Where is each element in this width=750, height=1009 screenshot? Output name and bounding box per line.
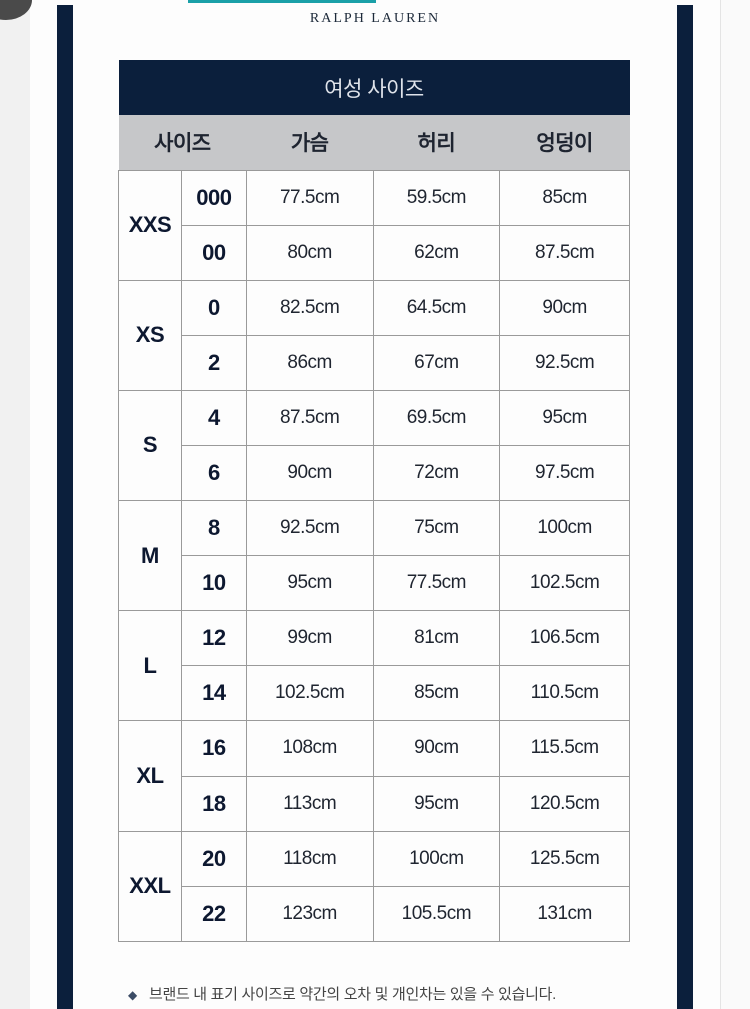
waist-cell: 62cm [372,224,501,281]
chest-cell: 108cm [245,720,374,777]
table-row: 00 80cm 62cm 87.5cm [119,224,630,281]
size-note: ◆ 브랜드 내 표기 사이즈로 약간의 오차 및 개인차는 있을 수 있습니다. [128,983,556,1004]
hip-cell: 92.5cm [499,334,630,391]
size-cell: 18 [180,775,247,832]
right-margin [720,0,750,1009]
waist-cell: 64.5cm [372,279,501,336]
waist-cell: 67cm [372,334,501,391]
chest-cell: 95cm [245,555,374,612]
table-row: 18 113cm 95cm 120.5cm [119,775,630,832]
chest-cell: 113cm [245,775,374,832]
chest-cell: 118cm [245,830,374,887]
size-group-label: XL [118,720,182,832]
waist-cell: 72cm [372,444,501,502]
waist-cell: 95cm [372,775,501,832]
hip-cell: 120.5cm [499,775,630,832]
waist-cell: 85cm [372,665,501,722]
size-cell: 000 [180,169,247,226]
chest-cell: 92.5cm [245,500,374,557]
chest-cell: 87.5cm [245,389,374,446]
size-cell: 0 [180,279,247,336]
waist-cell: 59.5cm [372,169,501,226]
hip-cell: 90cm [499,279,630,336]
table-row: XXS 000 77.5cm 59.5cm 85cm [118,169,630,281]
chest-cell: 90cm [245,444,374,502]
size-chart-table: 여성 사이즈 사이즈 가슴 허리 엉덩이 XXS 000 77.5cm 59.5cm 8… [118,60,630,942]
table-row: M 8 92.5cm 75cm 100cm [118,500,630,612]
brand-logo: RALPH LAUREN [309,11,441,26]
table-row: 22 123cm 105.5cm 131cm [119,885,630,942]
waist-cell: 75cm [372,500,501,557]
waist-cell: 77.5cm [372,555,501,612]
right-navy-border [677,5,693,1009]
hip-cell: 87.5cm [499,224,630,281]
size-cell: 10 [180,555,247,612]
size-cell: 12 [180,610,247,667]
table-row: XL 16 108cm 90cm 115.5cm [118,720,630,832]
hip-cell: 97.5cm [499,444,630,502]
size-group-label: XXL [118,830,182,942]
diamond-bullet-icon: ◆ [128,988,137,1002]
waist-cell: 90cm [372,720,501,777]
hip-cell: 85cm [499,169,630,226]
waist-cell: 69.5cm [372,389,501,446]
chest-cell: 86cm [245,334,374,391]
hip-cell: 95cm [499,389,630,446]
size-cell: 6 [180,444,247,502]
chest-cell: 99cm [245,610,374,667]
progress-indicator [188,0,376,3]
size-cell: 8 [180,500,247,557]
header-chest: 가슴 [246,115,373,171]
note-text: 브랜드 내 표기 사이즈로 약간의 오차 및 개인차는 있을 수 있습니다. [148,986,556,1003]
size-cell: 4 [180,389,247,446]
size-group-label: L [118,610,182,722]
left-navy-border [57,5,73,1009]
hip-cell: 115.5cm [499,720,630,777]
table-row: 14 102.5cm 85cm 110.5cm [119,665,630,722]
hip-cell: 100cm [499,500,630,557]
hip-cell: 131cm [499,885,630,942]
chest-cell: 77.5cm [245,169,374,226]
hip-cell: 125.5cm [499,830,630,887]
waist-cell: 81cm [372,610,501,667]
hip-cell: 106.5cm [499,610,630,667]
chest-cell: 123cm [245,885,374,942]
size-cell: 20 [180,830,247,887]
table-title: 여성 사이즈 [118,60,630,115]
chest-cell: 102.5cm [245,665,374,722]
size-group-label: S [118,389,182,502]
header-size: 사이즈 [118,115,247,171]
size-cell: 2 [180,334,247,391]
table-row: XS 0 82.5cm 64.5cm 90cm [118,279,630,391]
table-row: 6 90cm 72cm 97.5cm [119,444,630,502]
size-group-label: M [118,500,182,612]
table-row: 2 86cm 67cm 92.5cm [119,334,630,391]
hip-cell: 102.5cm [499,555,630,612]
size-cell: 00 [180,224,247,281]
table-row: 10 95cm 77.5cm 102.5cm [119,555,630,612]
waist-cell: 100cm [372,830,501,887]
waist-cell: 105.5cm [372,885,501,942]
table-row: S 4 87.5cm 69.5cm 95cm [118,389,630,502]
table-row: XXL 20 118cm 100cm 125.5cm [118,830,630,942]
size-group-label: XXS [118,169,182,281]
size-cell: 22 [180,885,247,942]
chest-cell: 82.5cm [245,279,374,336]
size-cell: 14 [180,665,247,722]
size-cell: 16 [180,720,247,777]
header-hip: 엉덩이 [499,115,630,171]
size-group-label: XS [118,279,182,391]
hip-cell: 110.5cm [499,665,630,722]
header-waist: 허리 [373,115,500,171]
table-row: L 12 99cm 81cm 106.5cm [118,610,630,722]
chest-cell: 80cm [245,224,374,281]
